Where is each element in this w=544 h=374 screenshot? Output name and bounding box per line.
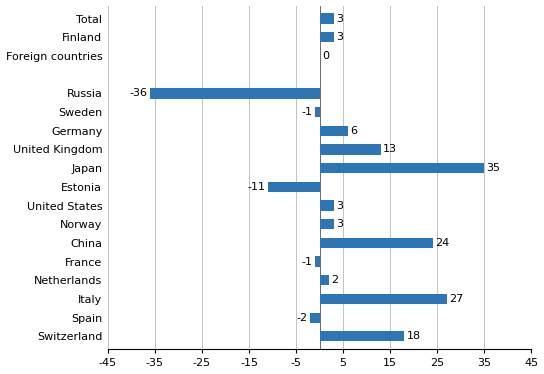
Bar xyxy=(320,126,348,136)
Text: 35: 35 xyxy=(487,163,500,173)
Bar xyxy=(315,257,320,267)
Text: 24: 24 xyxy=(435,238,449,248)
Text: 27: 27 xyxy=(449,294,463,304)
Text: -2: -2 xyxy=(296,313,308,323)
Text: -11: -11 xyxy=(248,182,265,192)
Text: -36: -36 xyxy=(130,88,148,98)
Bar xyxy=(320,275,329,285)
Text: 0: 0 xyxy=(322,51,329,61)
Text: 6: 6 xyxy=(350,126,357,136)
Bar xyxy=(320,200,333,211)
Text: 18: 18 xyxy=(407,331,421,341)
Text: 3: 3 xyxy=(336,13,343,24)
Text: -1: -1 xyxy=(301,257,313,267)
Bar xyxy=(320,32,333,43)
Bar xyxy=(150,88,320,98)
Bar xyxy=(320,219,333,229)
Bar xyxy=(320,331,404,341)
Bar xyxy=(320,238,432,248)
Bar xyxy=(320,163,484,173)
Text: 13: 13 xyxy=(383,144,397,154)
Text: 3: 3 xyxy=(336,219,343,229)
Bar xyxy=(315,107,320,117)
Text: 3: 3 xyxy=(336,32,343,42)
Text: 2: 2 xyxy=(331,275,338,285)
Bar xyxy=(268,182,320,192)
Bar xyxy=(310,313,320,323)
Text: -1: -1 xyxy=(301,107,313,117)
Bar xyxy=(320,144,381,154)
Bar xyxy=(320,294,447,304)
Text: 3: 3 xyxy=(336,200,343,211)
Bar xyxy=(320,13,333,24)
